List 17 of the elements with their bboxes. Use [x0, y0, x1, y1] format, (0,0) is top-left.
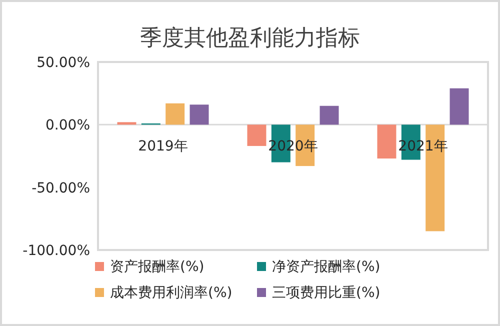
y-tick-label: 0.00%: [46, 118, 90, 134]
bar: [247, 124, 266, 146]
bar: [166, 103, 185, 125]
x-tick-label: 2019年: [138, 138, 188, 155]
bar: [450, 88, 469, 125]
y-tick-label: -100.00%: [22, 243, 90, 259]
legend-label: 资产报酬率(%): [110, 259, 204, 275]
chart-title: 季度其他盈利能力指标: [140, 26, 360, 51]
legend-label: 三项费用比重(%): [272, 285, 380, 301]
bar: [190, 104, 209, 125]
bar: [117, 122, 136, 125]
legend-label: 净资产报酬率(%): [272, 259, 380, 275]
bar: [377, 124, 396, 159]
bar: [320, 106, 339, 125]
legend-label: 成本费用利润率(%): [110, 285, 232, 301]
y-tick-label: -50.00%: [32, 180, 90, 196]
y-tick-label: 50.00%: [36, 55, 90, 71]
